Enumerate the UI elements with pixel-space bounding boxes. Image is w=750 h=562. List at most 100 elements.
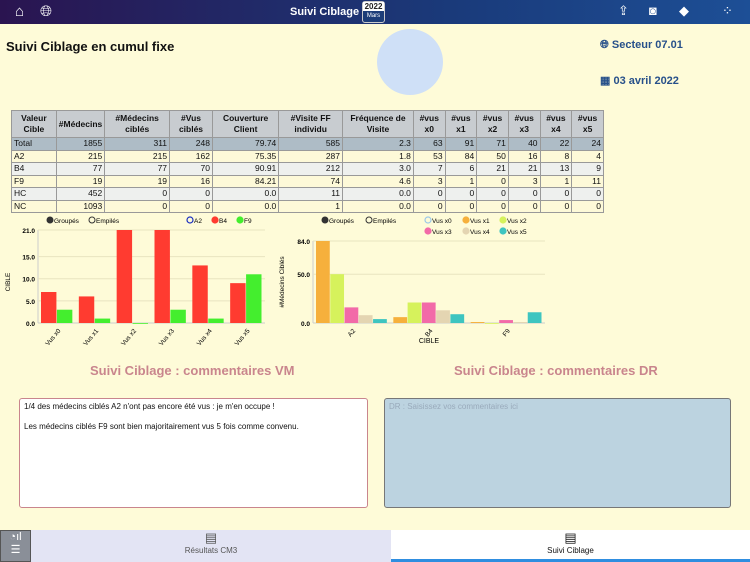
vm-comments-textarea[interactable]: 1/4 des médecins ciblés A2 n'ont pas enc…: [19, 398, 368, 508]
table-cell: 0: [169, 199, 213, 213]
mode-radio-Empilés[interactable]: [365, 216, 373, 224]
table-cell: 9: [571, 162, 604, 176]
bar-B4-Vus-x0: [41, 292, 57, 323]
globe-icon[interactable]: 🌐︎: [40, 3, 53, 20]
bar-Vus-x1-F9: [470, 322, 485, 323]
legend-marker[interactable]: [499, 216, 507, 224]
table-cell: 7: [412, 162, 446, 176]
table-cell: 0: [412, 199, 446, 213]
x-tick-label: Vus x2: [120, 327, 138, 347]
bar-B4-Vus-x2: [116, 230, 133, 323]
table-cell: 84.21: [211, 174, 280, 188]
bar-Vus-x3-F9: [499, 320, 513, 323]
bar-Vus-x4-A2: [358, 315, 373, 323]
x-tick-label: Vus x0: [44, 327, 62, 347]
table-cell: 585: [278, 137, 344, 151]
table-cell: 71: [476, 137, 509, 151]
column-header: Valeur Cible: [11, 110, 57, 138]
table-cell: 0: [104, 187, 171, 201]
table-cell: 0: [104, 199, 171, 213]
bar-Vus-x2-F9: [484, 323, 499, 324]
tab-suivi-ciblage[interactable]: ▤ Suivi Ciblage: [391, 530, 750, 562]
bar-F9-Vus-x3: [170, 309, 186, 323]
table-cell: 1: [539, 174, 573, 188]
table-cell: 70: [169, 162, 213, 176]
column-header: #vus x4: [539, 110, 573, 138]
mode-radio-Empilés[interactable]: [88, 216, 96, 224]
x-axis-label: CIBLE: [419, 338, 440, 345]
table-cell: 0.0: [342, 199, 414, 213]
table-cell: 0: [539, 199, 573, 213]
bar-Vus-x2-B4: [407, 302, 422, 323]
table-cell: 19: [55, 174, 106, 188]
legend-marker[interactable]: [462, 227, 470, 235]
x-tick-label: Vus x1: [82, 327, 100, 347]
tab-resultats-cm3[interactable]: ▤ Résultats CM3: [31, 530, 391, 562]
table-cell: 24: [571, 137, 604, 151]
report-icon: ▤: [564, 530, 577, 545]
table-cell: 0: [571, 199, 604, 213]
legend-marker[interactable]: [211, 216, 219, 224]
table-cell: 4: [571, 149, 604, 163]
legend-label: A2: [194, 218, 202, 225]
tab-bar: ◔ıl ☰ ▤ Résultats CM3 ▤ Suivi Ciblage: [0, 530, 750, 562]
eraser-icon[interactable]: ◆: [679, 3, 689, 18]
dr-comments-title: Suivi Ciblage : commentaires DR: [454, 363, 658, 378]
column-header: #Médecins ciblés: [104, 110, 171, 138]
table-cell: 22: [539, 137, 573, 151]
legend-label: B4: [219, 218, 227, 225]
ciblage-table: Valeur Cible #Médecins #Médecins ciblés #Vu…: [11, 110, 604, 213]
home-icon[interactable]: ⌂: [15, 3, 25, 20]
legend-label: Vus x5: [507, 229, 527, 236]
x-tick-label: F9: [502, 327, 512, 338]
table-cell: 91: [444, 137, 478, 151]
illustration: [377, 29, 443, 95]
bar-Vus-x4-F9: [513, 322, 528, 323]
y-tick-label: 10.0: [22, 277, 35, 284]
secteur-label: Secteur 07.01: [611, 39, 683, 51]
mode-label: Empilés: [373, 218, 397, 225]
bar-B4-Vus-x4: [192, 265, 208, 323]
settings-dots-icon[interactable]: ⁘: [722, 3, 733, 18]
share-icon[interactable]: ⇪: [618, 3, 629, 18]
legend-label: Vus x3: [432, 229, 452, 236]
charts: 0.0 5.0 10.0 15.0 21.0 CIBLE Groupés Empilés A2 B…: [5, 216, 545, 347]
top-bar: ⌂ 🌐︎ Suivi Ciblage 2022 Mars ⇪ ◙ ◆ ⁘: [0, 0, 750, 24]
mode-radio-Groupés[interactable]: [321, 216, 329, 224]
date-label: 03 avril 2022: [613, 75, 679, 87]
legend-label: Vus x2: [507, 218, 527, 225]
mode-label: Empilés: [96, 218, 120, 225]
table-row: NC 1093 0 0 0.0 1 0.0 0 0 0 0 0 0: [11, 199, 604, 213]
legend-marker[interactable]: [186, 216, 194, 224]
table-row: A2 215 215 162 75.35 287 1.8 53 84 50 16 8 4: [11, 149, 604, 163]
camera-icon[interactable]: ◙: [649, 3, 657, 18]
dr-comments-textarea[interactable]: DR : Saisissez vos commentaires ici: [384, 398, 731, 508]
column-header: #vus x1: [444, 110, 478, 138]
period-selector[interactable]: 2022 Mars: [362, 1, 385, 23]
x-tick-label: Vus x4: [196, 327, 214, 347]
table-cell: 0: [169, 187, 213, 201]
table-cell: 53: [412, 149, 446, 163]
bar-F9-Vus-x0: [56, 309, 73, 323]
legend-marker[interactable]: [499, 227, 507, 235]
bar-Vus-x4-B4: [436, 310, 450, 323]
legend-marker[interactable]: [424, 227, 432, 235]
dashboard-menu-icon[interactable]: ◔ıl ☰: [0, 530, 31, 562]
bar-Vus-x3-A2: [344, 307, 359, 323]
bar-B4-Vus-x1: [78, 296, 95, 323]
tab-label: Suivi Ciblage: [547, 546, 594, 555]
legend-marker[interactable]: [236, 216, 244, 224]
table-cell: 162: [169, 149, 213, 163]
bar-Vus-x2-A2: [330, 274, 345, 323]
column-header: Fréquence de Visite: [342, 110, 414, 138]
y-axis-label: #Médecins Ciblés: [279, 256, 286, 308]
mode-radio-Groupés[interactable]: [46, 216, 54, 224]
table-cell: 1093: [55, 199, 106, 213]
table-cell: 0: [476, 187, 509, 201]
legend-marker[interactable]: [462, 216, 470, 224]
report-date: ▦ 03 avril 2022: [600, 74, 679, 87]
legend-label: Vus x1: [470, 218, 490, 225]
legend-marker[interactable]: [424, 216, 432, 224]
month: Mars: [366, 13, 381, 19]
bar-Vus-x3-B4: [421, 302, 436, 323]
